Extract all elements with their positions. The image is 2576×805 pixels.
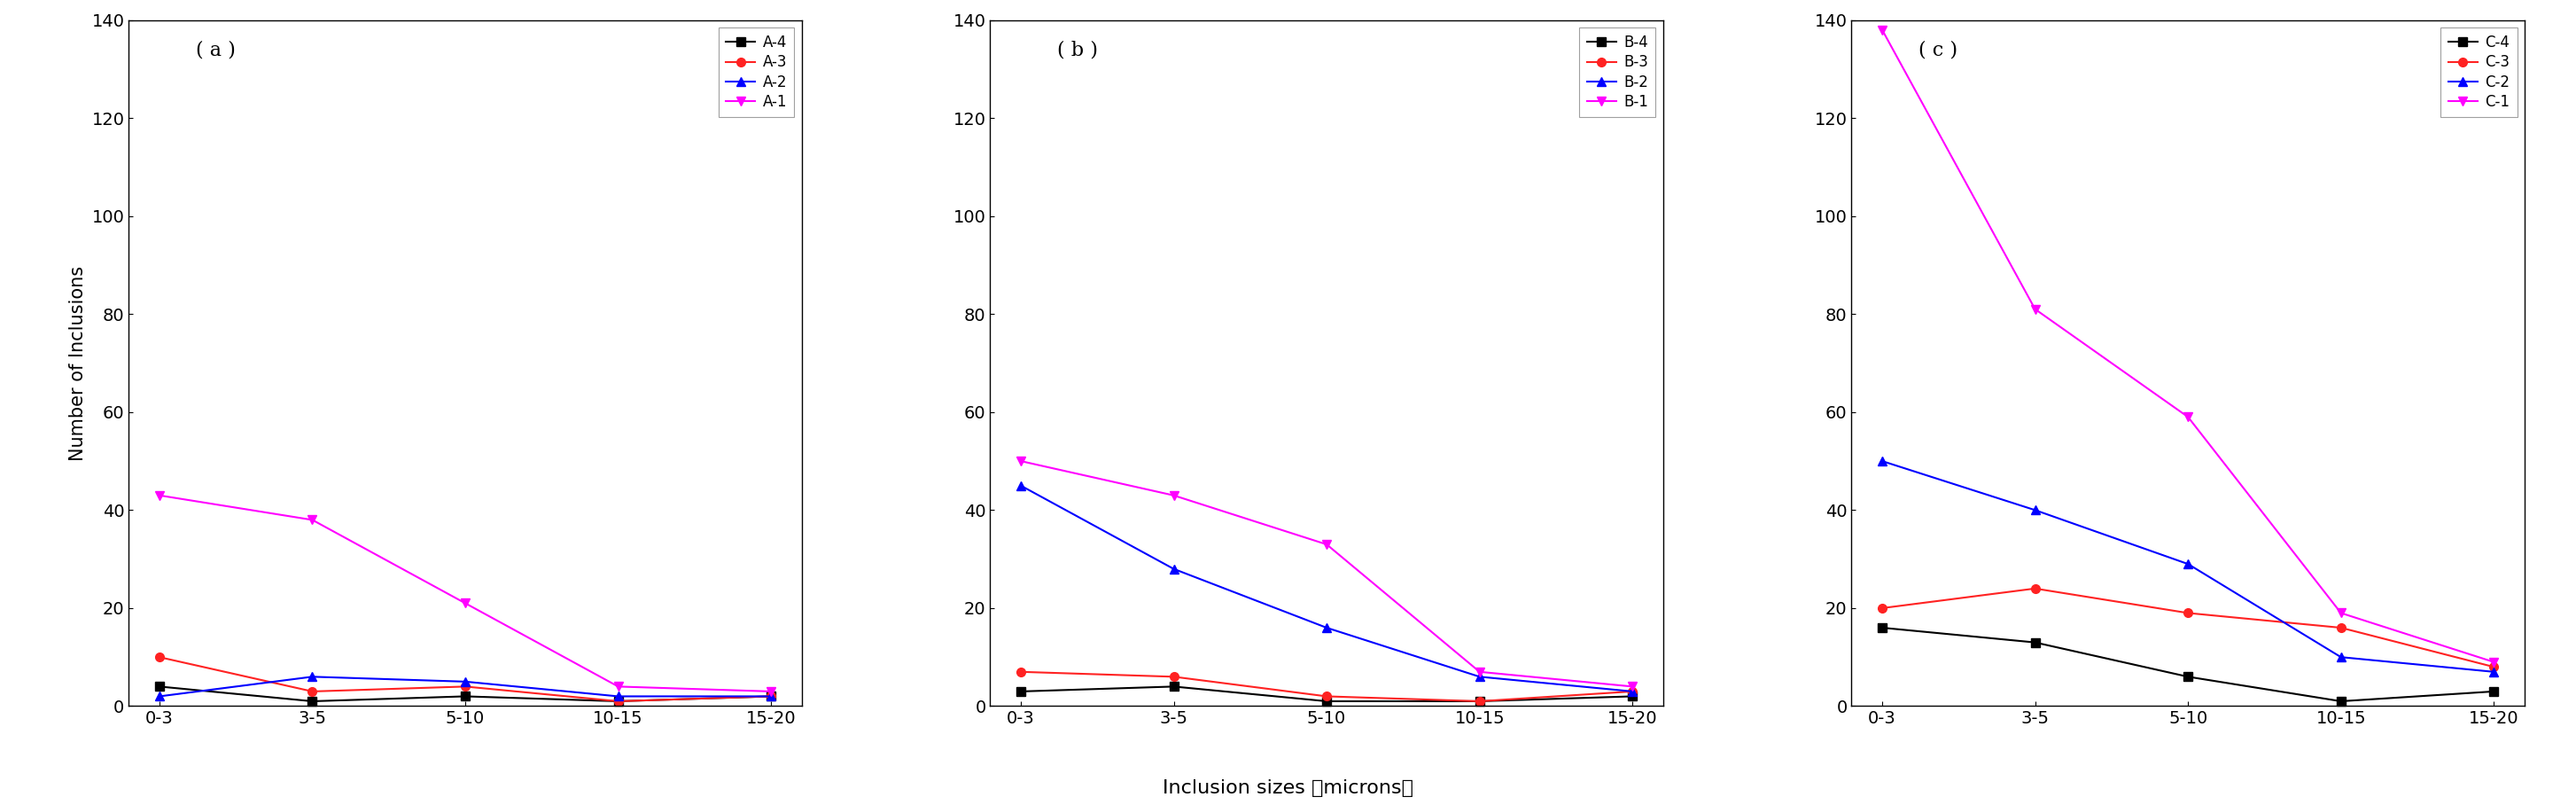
C-4	[2326, 696, 2357, 706]
C-3	[1868, 603, 1899, 613]
B-3	[1159, 672, 1190, 682]
A-1	[144, 490, 175, 500]
A-4	[296, 696, 327, 706]
B-1	[1005, 456, 1036, 466]
B-3	[1005, 667, 1036, 677]
B-4	[1311, 696, 1342, 706]
C-2	[1868, 456, 1899, 466]
A-2	[755, 691, 786, 701]
A-4	[603, 696, 634, 706]
A-1	[755, 687, 786, 696]
C-3	[2172, 609, 2202, 618]
Line: B-4: B-4	[1018, 682, 1636, 705]
B-4	[1463, 696, 1494, 706]
C-4	[2020, 638, 2050, 647]
A-1	[603, 682, 634, 691]
Line: B-1: B-1	[1018, 456, 1636, 691]
B-3	[1311, 691, 1342, 701]
A-3	[755, 691, 786, 701]
A-4	[755, 691, 786, 701]
A-3	[296, 687, 327, 696]
Line: C-4: C-4	[1878, 623, 2499, 705]
C-4	[1868, 623, 1899, 633]
C-2	[2172, 559, 2202, 569]
A-2	[144, 691, 175, 701]
Text: ( b ): ( b )	[1059, 40, 1097, 60]
C-1	[2326, 609, 2357, 618]
C-1	[1868, 25, 1899, 35]
A-2	[296, 672, 327, 682]
B-1	[1463, 667, 1494, 677]
C-4	[2172, 672, 2202, 682]
Legend: C-4, C-3, C-2, C-1: C-4, C-3, C-2, C-1	[2439, 27, 2517, 117]
B-4	[1005, 687, 1036, 696]
B-4	[1618, 691, 1649, 701]
B-4	[1159, 682, 1190, 691]
C-3	[2326, 623, 2357, 633]
Line: C-2: C-2	[1878, 456, 2499, 676]
Text: Inclusion sizes （microns）: Inclusion sizes （microns）	[1162, 779, 1414, 797]
Legend: B-4, B-3, B-2, B-1: B-4, B-3, B-2, B-1	[1579, 27, 1656, 117]
A-1	[296, 515, 327, 525]
A-2	[603, 691, 634, 701]
Line: A-4: A-4	[155, 682, 775, 705]
B-2	[1311, 623, 1342, 633]
B-2	[1005, 481, 1036, 490]
Y-axis label: Number of Inclusions: Number of Inclusions	[70, 266, 88, 460]
C-3	[2478, 662, 2509, 671]
Text: ( c ): ( c )	[1919, 40, 1958, 60]
B-1	[1618, 682, 1649, 691]
Line: A-2: A-2	[155, 672, 775, 700]
Text: ( a ): ( a )	[196, 40, 237, 60]
C-4	[2478, 687, 2509, 696]
Line: C-1: C-1	[1878, 26, 2499, 667]
A-3	[144, 652, 175, 662]
C-1	[2172, 412, 2202, 422]
C-1	[2478, 657, 2509, 667]
Line: B-2: B-2	[1018, 481, 1636, 696]
A-2	[451, 677, 482, 687]
Line: C-3: C-3	[1878, 584, 2499, 671]
C-2	[2020, 506, 2050, 515]
B-2	[1159, 564, 1190, 574]
C-2	[2326, 652, 2357, 662]
A-1	[451, 598, 482, 608]
Legend: A-4, A-3, A-2, A-1: A-4, A-3, A-2, A-1	[719, 27, 793, 117]
B-1	[1159, 490, 1190, 500]
A-4	[144, 682, 175, 691]
B-2	[1463, 672, 1494, 682]
B-1	[1311, 539, 1342, 549]
C-2	[2478, 667, 2509, 677]
B-2	[1618, 687, 1649, 696]
C-1	[2020, 304, 2050, 314]
Line: B-3: B-3	[1018, 667, 1636, 705]
A-4	[451, 691, 482, 701]
Line: A-3: A-3	[155, 653, 775, 705]
A-3	[451, 682, 482, 691]
Line: A-1: A-1	[155, 491, 775, 696]
C-3	[2020, 584, 2050, 593]
B-3	[1463, 696, 1494, 706]
B-3	[1618, 687, 1649, 696]
A-3	[603, 696, 634, 706]
